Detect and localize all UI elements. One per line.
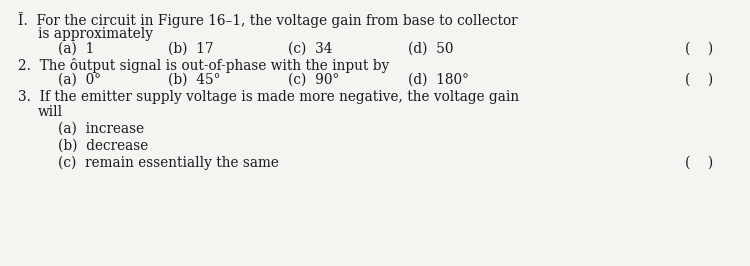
Text: (d)  180°: (d) 180° xyxy=(408,73,469,87)
Text: (c)  90°: (c) 90° xyxy=(288,73,339,87)
Text: 2.  The ôutput signal is out-of-phase with the input by: 2. The ôutput signal is out-of-phase wit… xyxy=(18,58,389,73)
Text: (d)  50: (d) 50 xyxy=(408,42,454,56)
Text: (b)  decrease: (b) decrease xyxy=(58,139,148,153)
Text: (    ): ( ) xyxy=(685,156,713,170)
Text: (a)  0°: (a) 0° xyxy=(58,73,101,87)
Text: Ī.  For the circuit in Figure 16–1, the voltage gain from base to collector: Ī. For the circuit in Figure 16–1, the v… xyxy=(18,12,518,28)
Text: (    ): ( ) xyxy=(685,42,713,56)
Text: will: will xyxy=(38,105,63,119)
Text: (a)  increase: (a) increase xyxy=(58,122,144,136)
Text: (c)  34: (c) 34 xyxy=(288,42,332,56)
Text: (b)  17: (b) 17 xyxy=(168,42,214,56)
Text: (a)  1: (a) 1 xyxy=(58,42,94,56)
Text: (    ): ( ) xyxy=(685,73,713,87)
Text: (b)  45°: (b) 45° xyxy=(168,73,220,87)
Text: is approximately: is approximately xyxy=(38,27,153,41)
Text: (c)  remain essentially the same: (c) remain essentially the same xyxy=(58,156,279,171)
Text: 3.  If the emitter supply voltage is made more negative, the voltage gain: 3. If the emitter supply voltage is made… xyxy=(18,90,519,104)
